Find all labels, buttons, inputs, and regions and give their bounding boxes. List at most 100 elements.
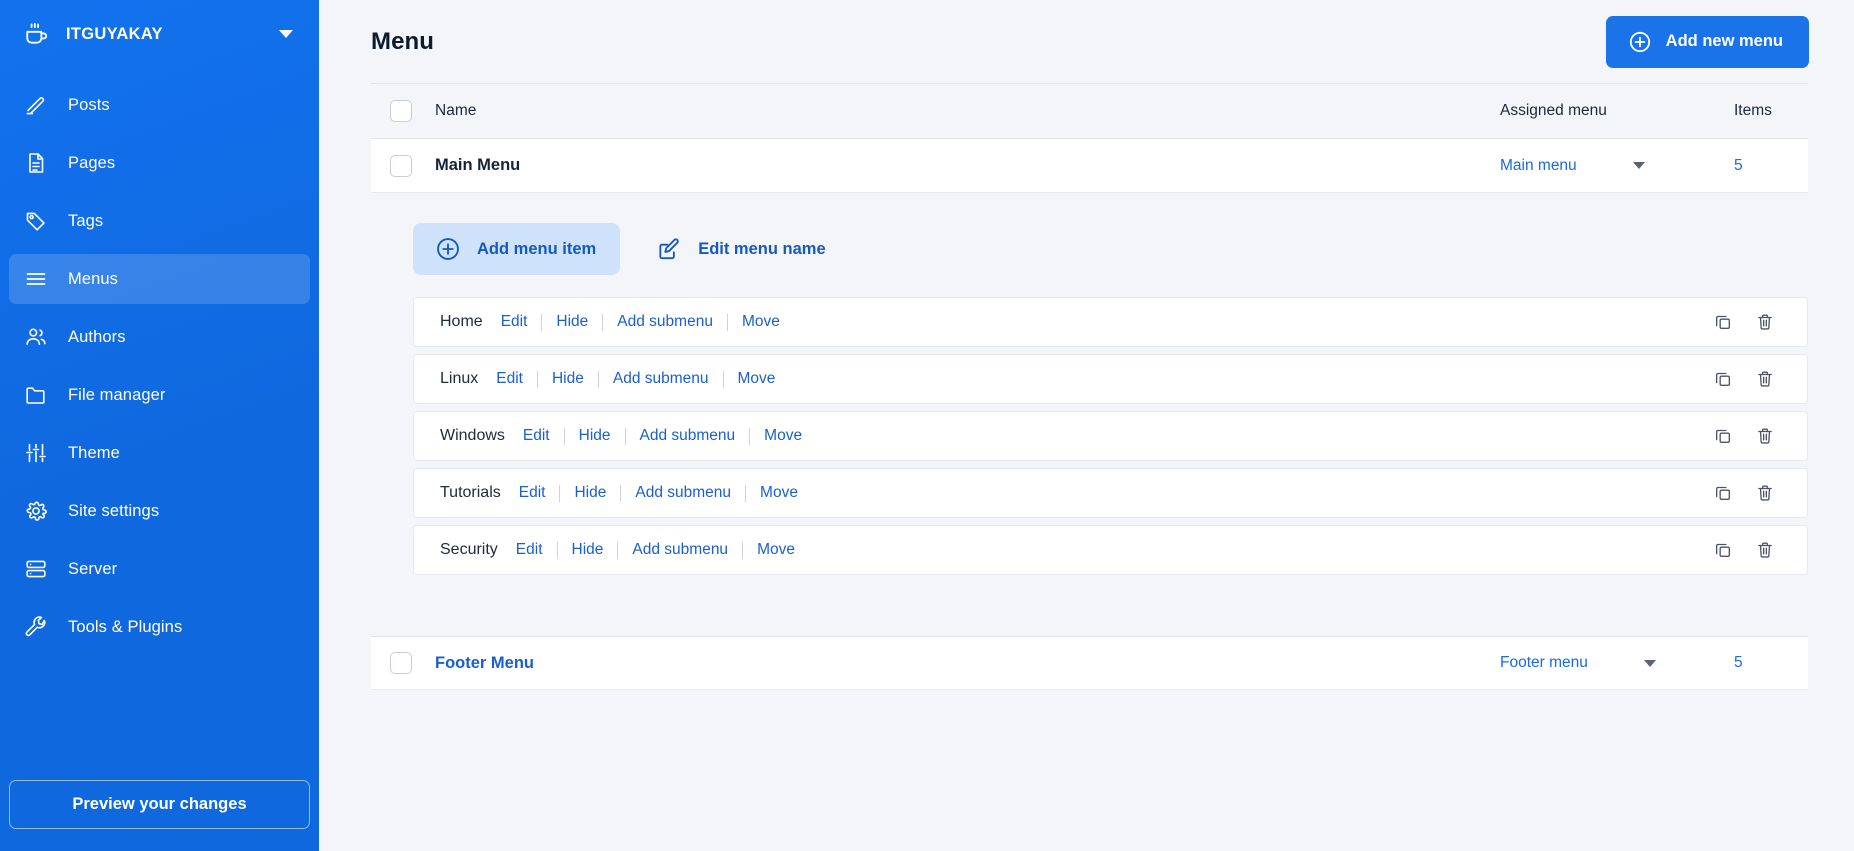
- edit-link[interactable]: Edit: [522, 427, 550, 444]
- trash-icon[interactable]: [1755, 369, 1775, 389]
- tag-icon: [24, 209, 48, 233]
- add-submenu-link[interactable]: Add submenu: [612, 370, 709, 387]
- add-new-menu-button[interactable]: Add new menu: [1605, 15, 1809, 68]
- hide-link[interactable]: Hide: [551, 370, 584, 387]
- trash-icon[interactable]: [1755, 483, 1775, 503]
- list-item[interactable]: Home Edit Hide Add submenu Move: [413, 297, 1808, 347]
- hide-link[interactable]: Hide: [578, 427, 611, 444]
- items-count: 5: [1734, 156, 1743, 174]
- separator: [541, 313, 543, 331]
- move-link[interactable]: Move: [757, 541, 795, 558]
- sidebar: ITGUYAKAY Posts Pages: [0, 0, 319, 851]
- trash-icon[interactable]: [1755, 312, 1775, 332]
- brand-name: ITGUYAKAY: [66, 24, 163, 43]
- table-row[interactable]: Main Menu Main menu 5: [371, 139, 1808, 193]
- menu-items-list: Home Edit Hide Add submenu Move: [371, 297, 1808, 608]
- sidebar-item-file-manager[interactable]: File manager: [9, 370, 310, 420]
- row-action-icons: [1713, 483, 1807, 503]
- separator: [745, 484, 747, 502]
- sidebar-item-menus[interactable]: Menus: [9, 254, 310, 304]
- row-checkbox[interactable]: [390, 652, 412, 674]
- separator: [597, 370, 599, 388]
- preview-changes-button[interactable]: Preview your changes: [9, 780, 310, 829]
- trash-icon[interactable]: [1755, 540, 1775, 560]
- sidebar-nav: Posts Pages Tags: [0, 80, 319, 660]
- preview-section: Preview your changes: [0, 780, 319, 851]
- row-select-cell: [371, 652, 435, 674]
- menu-item-label: Windows: [440, 427, 505, 444]
- assigned-menu-cell[interactable]: Main menu: [1500, 157, 1712, 175]
- sidebar-item-tools-plugins[interactable]: Tools & Plugins: [9, 602, 310, 652]
- chevron-down-icon[interactable]: [1632, 162, 1645, 169]
- edit-link[interactable]: Edit: [518, 484, 546, 501]
- table-row[interactable]: Footer Menu Footer menu 5: [371, 636, 1808, 690]
- copy-icon[interactable]: [1713, 312, 1733, 332]
- trash-icon[interactable]: [1755, 426, 1775, 446]
- sidebar-item-label: Tags: [68, 211, 104, 230]
- sidebar-item-label: Menus: [68, 269, 119, 288]
- select-all-checkbox[interactable]: [390, 100, 412, 122]
- hide-link[interactable]: Hide: [571, 541, 604, 558]
- menu-name[interactable]: Footer Menu: [435, 653, 534, 672]
- copy-icon[interactable]: [1713, 540, 1733, 560]
- add-new-menu-label: Add new menu: [1665, 32, 1783, 50]
- add-submenu-link[interactable]: Add submenu: [632, 541, 729, 558]
- topbar: Menu Add new menu: [319, 0, 1854, 83]
- edit-menu-name-label: Edit menu name: [698, 239, 826, 258]
- menu-item-label: Home: [440, 313, 483, 330]
- separator: [726, 313, 728, 331]
- move-link[interactable]: Move: [760, 484, 798, 501]
- assigned-menu-cell[interactable]: Footer menu: [1500, 654, 1712, 672]
- separator: [749, 427, 751, 445]
- menu-item-label: Tutorials: [440, 484, 501, 501]
- list-item[interactable]: Security Edit Hide Add submenu Move: [413, 525, 1808, 575]
- hide-link[interactable]: Hide: [556, 313, 589, 330]
- sidebar-item-tags[interactable]: Tags: [9, 196, 310, 246]
- chevron-down-icon[interactable]: [279, 30, 293, 38]
- sidebar-item-pages[interactable]: Pages: [9, 138, 310, 188]
- move-link[interactable]: Move: [741, 313, 780, 330]
- add-submenu-link[interactable]: Add submenu: [617, 313, 713, 330]
- menu-item-label: Security: [440, 541, 498, 558]
- edit-link[interactable]: Edit: [500, 313, 528, 330]
- coffee-cup-icon: [24, 21, 50, 47]
- brand-header[interactable]: ITGUYAKAY: [0, 0, 319, 68]
- sidebar-item-theme[interactable]: Theme: [9, 428, 310, 478]
- separator: [559, 484, 561, 502]
- column-header-assigned-menu: Assigned menu: [1500, 102, 1607, 119]
- copy-icon[interactable]: [1713, 426, 1733, 446]
- items-count-cell: 5: [1712, 157, 1808, 175]
- items-count: 5: [1734, 654, 1743, 671]
- hide-link[interactable]: Hide: [574, 484, 607, 501]
- sidebar-item-site-settings[interactable]: Site settings: [9, 486, 310, 536]
- edit-link[interactable]: Edit: [515, 541, 543, 558]
- move-link[interactable]: Move: [737, 370, 776, 387]
- sidebar-item-posts[interactable]: Posts: [9, 80, 310, 130]
- sidebar-item-server[interactable]: Server: [9, 544, 310, 594]
- sidebar-item-label: Authors: [68, 327, 126, 346]
- menu-lines-icon: [24, 267, 48, 291]
- sidebar-item-authors[interactable]: Authors: [9, 312, 310, 362]
- list-item[interactable]: Linux Edit Hide Add submenu Move: [413, 354, 1808, 404]
- copy-icon[interactable]: [1713, 369, 1733, 389]
- row-action-icons: [1713, 312, 1807, 332]
- edit-link[interactable]: Edit: [496, 370, 523, 387]
- add-menu-item-button[interactable]: Add menu item: [413, 223, 621, 275]
- list-item[interactable]: Tutorials Edit Hide Add submenu Move: [413, 468, 1808, 518]
- list-item[interactable]: Windows Edit Hide Add submenu Move: [413, 411, 1808, 461]
- edit-menu-name-button[interactable]: Edit menu name: [634, 223, 849, 275]
- row-checkbox[interactable]: [390, 154, 412, 177]
- folder-icon: [24, 383, 48, 407]
- copy-icon[interactable]: [1713, 483, 1733, 503]
- menu-item-actions: Edit Hide Add submenu Move: [516, 541, 795, 559]
- add-submenu-link[interactable]: Add submenu: [639, 427, 736, 444]
- assigned-menu-value: Main menu: [1500, 156, 1577, 174]
- move-link[interactable]: Move: [764, 427, 803, 444]
- separator: [742, 541, 744, 559]
- chevron-down-icon[interactable]: [1643, 659, 1656, 667]
- sliders-icon: [24, 441, 48, 465]
- separator: [617, 541, 619, 559]
- add-submenu-link[interactable]: Add submenu: [635, 484, 732, 501]
- menu-item-actions: Edit Hide Add submenu Move: [501, 313, 780, 331]
